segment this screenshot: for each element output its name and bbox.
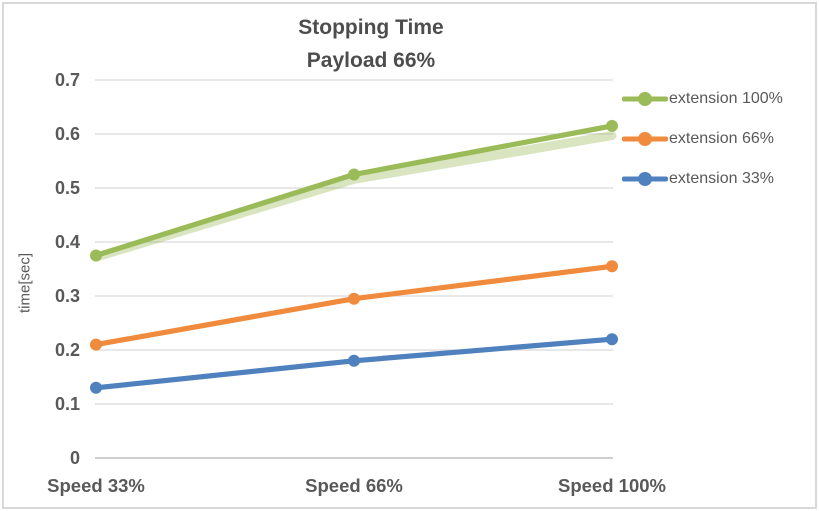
- legend-item-extension-100: extension 100%: [622, 86, 783, 112]
- data-point-extension-100-speed-33: [90, 249, 102, 262]
- data-point-extension-66-speed-100: [606, 260, 618, 273]
- y-tick-label: 0.1: [55, 394, 80, 414]
- legend-label-extension-33: extension 33%: [669, 170, 774, 187]
- data-point-extension-100-speed-100: [606, 119, 618, 132]
- y-tick-label: 0.5: [55, 178, 80, 198]
- chart-title-line2: Payload 66%: [306, 49, 436, 72]
- y-tick-label: 0.4: [55, 232, 80, 252]
- y-tick-label: 0: [70, 448, 80, 468]
- chart-title-line1: Stopping Time: [298, 16, 444, 39]
- x-axis-label-speed-33: Speed 33%: [47, 475, 145, 496]
- data-point-extension-66-speed-66: [348, 292, 360, 305]
- legend-marker-extension-100: [622, 86, 668, 112]
- legend-item-extension-66: extension 66%: [622, 126, 783, 152]
- legend: extension 100% extension 66% extension 33%: [622, 86, 783, 192]
- data-point-extension-33-speed-66: [348, 354, 360, 367]
- data-point-extension-100-speed-66: [348, 168, 360, 181]
- y-tick-label: 0.3: [55, 286, 80, 306]
- x-axis-label-speed-100: Speed 100%: [558, 475, 666, 496]
- data-point-extension-33-speed-100: [606, 333, 618, 346]
- y-tick-label: 0.6: [55, 124, 80, 144]
- legend-label-extension-66: extension 66%: [669, 130, 774, 147]
- y-tick-label: 0.7: [55, 70, 80, 90]
- legend-label-extension-100: extension 100%: [669, 90, 783, 107]
- legend-item-extension-33: extension 33%: [622, 166, 783, 192]
- legend-marker-extension-33: [622, 166, 668, 192]
- series-glow-extension-100: [91, 131, 617, 262]
- chart-title: Stopping Time Payload 66%: [0, 11, 742, 77]
- y-tick-label: 0.2: [55, 340, 80, 360]
- series-line-extension-66: [93, 263, 615, 348]
- data-point-extension-33-speed-33: [90, 381, 102, 394]
- x-axis-label-speed-66: Speed 66%: [305, 475, 403, 496]
- legend-marker-extension-66: [622, 126, 668, 152]
- data-point-extension-66-speed-33: [90, 338, 102, 351]
